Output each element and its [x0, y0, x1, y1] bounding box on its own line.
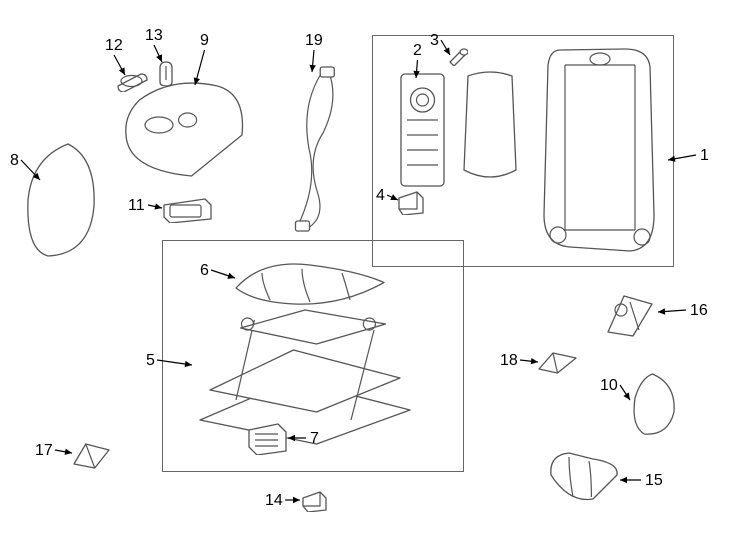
- callout-17[interactable]: 17: [35, 442, 53, 460]
- callout-8[interactable]: 8: [10, 152, 19, 170]
- callout-5[interactable]: 5: [146, 352, 155, 370]
- part-switch-knob-a: [114, 70, 149, 92]
- part-lumbar-bracket: [395, 70, 450, 190]
- part-lumbar-pad: [460, 70, 520, 180]
- part-small-cover: [625, 370, 680, 440]
- callout-14[interactable]: 14: [265, 492, 283, 510]
- part-seat-track-frame: [190, 300, 420, 450]
- callout-3[interactable]: 3: [430, 32, 439, 50]
- part-seat-switch: [160, 195, 215, 223]
- callout-6[interactable]: 6: [200, 262, 209, 280]
- part-switch-knob-b: [154, 60, 178, 86]
- part-seat-back-frame: [540, 45, 660, 255]
- callout-13[interactable]: 13: [145, 27, 163, 45]
- part-duct-bracket: [545, 445, 625, 505]
- part-track-motor: [245, 420, 290, 455]
- part-foot-cover: [70, 440, 115, 470]
- part-hinge-bracket: [600, 290, 660, 340]
- callout-16[interactable]: 16: [690, 302, 708, 320]
- callout-4[interactable]: 4: [376, 187, 385, 205]
- callout-15[interactable]: 15: [645, 472, 663, 490]
- callout-19[interactable]: 19: [305, 32, 323, 50]
- callout-12[interactable]: 12: [105, 37, 123, 55]
- part-suspension-mat: [230, 255, 390, 310]
- part-outer-side-shield: [20, 140, 100, 260]
- part-inner-side-shield: [120, 80, 250, 180]
- part-relay: [300, 490, 328, 512]
- callout-1[interactable]: 1: [700, 147, 709, 165]
- callout-7[interactable]: 7: [310, 430, 319, 448]
- part-wire-harness: [290, 65, 345, 235]
- parts-diagram: 12345678910111213141516171819: [0, 0, 734, 540]
- part-trim-clip: [535, 350, 580, 375]
- callout-9[interactable]: 9: [200, 32, 209, 50]
- part-lumbar-motor: [395, 190, 425, 215]
- callout-18[interactable]: 18: [500, 352, 518, 370]
- part-bushing: [448, 48, 468, 66]
- callout-10[interactable]: 10: [600, 377, 618, 395]
- callout-2[interactable]: 2: [413, 42, 422, 60]
- callout-11[interactable]: 11: [128, 197, 145, 215]
